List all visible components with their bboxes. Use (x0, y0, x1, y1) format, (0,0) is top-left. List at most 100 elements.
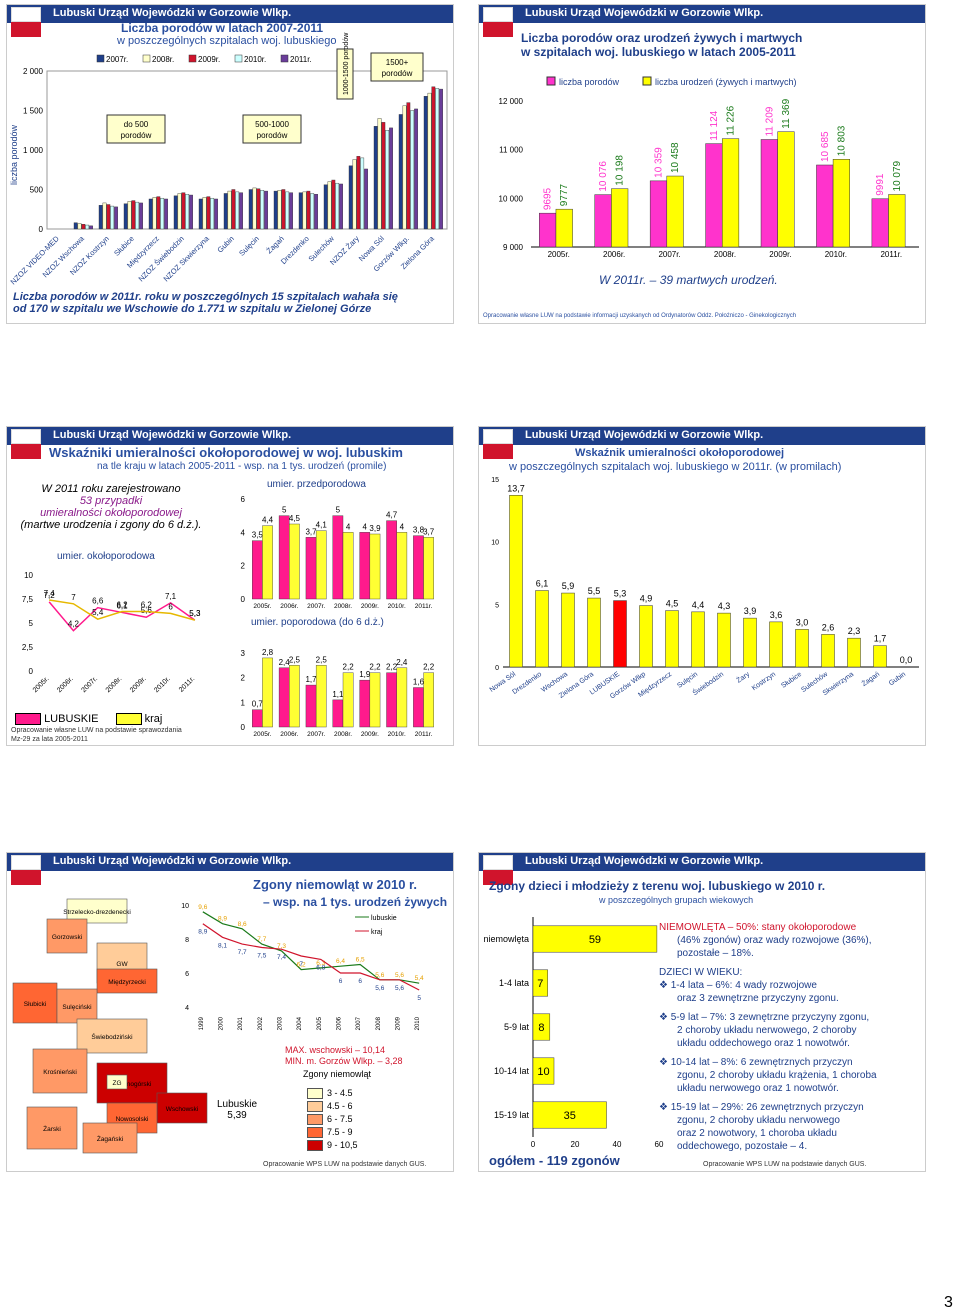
bar (306, 190, 311, 230)
bar (396, 667, 408, 728)
bar (364, 168, 368, 230)
bar (639, 605, 653, 668)
group-label: porodów (257, 131, 288, 140)
source-note: Opracowanie WPS LUW na podstawie danych … (263, 1161, 427, 1168)
series-line (202, 923, 420, 991)
data-label: 6,2 (116, 600, 128, 609)
x-tick: 2008r. (334, 603, 352, 610)
x-tick: 2010 (415, 1016, 421, 1030)
y-tick: 10 000 (499, 194, 524, 203)
y-tick: 3 (241, 649, 246, 658)
bar (342, 672, 354, 728)
exp-2: (46% zgonów) oraz wady rozwojowe (36%), (677, 935, 872, 946)
map-legend-item: 9 - 10,5 (307, 1139, 358, 1152)
bar (264, 190, 268, 230)
slide-header: Lubuski Urząd Wojewódzki w Gorzowie Wlkp… (7, 5, 453, 23)
county-label: ZG (112, 1080, 121, 1087)
bar (873, 645, 887, 668)
bar (705, 143, 723, 248)
y-tick: 4 (185, 1005, 189, 1012)
stillbirth-note: W 2011r. – 39 martwych urodzeń. (599, 273, 778, 287)
caption-line-a: Liczba porodów w 2011r. roku w poszczegó… (13, 291, 398, 303)
data-label: 3,5 (252, 531, 264, 540)
data-label: 4,9 (640, 594, 653, 604)
bar (413, 535, 424, 600)
bar (289, 665, 300, 728)
map-region (32, 1048, 88, 1094)
bar (847, 637, 861, 668)
bar (743, 617, 757, 668)
data-label: 6,1 (116, 601, 128, 610)
map-region (156, 1092, 208, 1124)
bar (439, 88, 443, 230)
data-label: 1,7 (874, 634, 887, 644)
bar (665, 610, 679, 668)
bar (315, 530, 327, 600)
x-tick: 2009 (396, 1016, 402, 1030)
flag-logo (483, 429, 513, 459)
data-label: 6,6 (92, 597, 104, 606)
bar (414, 108, 418, 230)
summary-b: 53 przypadki (79, 495, 143, 507)
bar (81, 224, 86, 230)
exp-1: NIEMOWLĘTA – 50%: stany okołoporodowe (659, 922, 857, 933)
bar (398, 114, 403, 230)
legend-label: 2011r. (290, 55, 312, 64)
bar (156, 196, 161, 230)
data-label: 4 (363, 522, 368, 531)
map-region (76, 1018, 148, 1054)
data-label: 3,9 (744, 606, 757, 616)
x-tick: 2009r. (769, 250, 791, 259)
bar (348, 165, 353, 230)
legend-label: liczba urodzeń (żywych i martwych) (655, 77, 797, 87)
x-tick: 2009r. (361, 603, 379, 610)
data-label: 8 (538, 1022, 544, 1034)
y-tick: 6 (241, 495, 246, 504)
bar (73, 222, 78, 230)
data-label: 7,4 (277, 954, 286, 961)
chart-subtitle: w poszczególnych szpitalach woj. lubuski… (117, 35, 337, 47)
legend-box: LUBUSKIE kraj (15, 713, 162, 726)
bar (131, 200, 136, 230)
x-tick: Gubin (215, 234, 236, 255)
county-label: Świebodziński (91, 1032, 132, 1041)
data-label: 2,6 (822, 622, 835, 632)
data-label: 6,1 (536, 579, 549, 589)
bar (539, 212, 557, 248)
bar (369, 672, 381, 728)
y-tick: 10 (491, 540, 499, 547)
x-tick: 2005r. (548, 250, 570, 259)
x-tick: 2011r. (415, 731, 433, 738)
data-label: 0,0 (900, 655, 913, 665)
data-label: 7,5 (257, 953, 266, 960)
county-label: Żagański (97, 1134, 123, 1143)
source-note: Opracowanie własne LUW na podstawie info… (483, 313, 797, 319)
y-tick: 15-19 lat (494, 1110, 530, 1120)
exp-11: zgonu, 2 choroby układu krążenia, 1 chor… (677, 1070, 877, 1081)
y-tick: 10-14 lat (494, 1066, 530, 1076)
max-label: MAX. wschowski – 10,14 (285, 1045, 386, 1055)
flag-logo (483, 855, 513, 885)
bar (832, 159, 850, 248)
bar (298, 192, 303, 230)
slide-header: Lubuski Urząd Wojewódzki w Gorzowie Wlkp… (479, 427, 925, 445)
bar (210, 197, 215, 230)
bar (352, 159, 357, 230)
data-label: 4,3 (718, 601, 731, 611)
x-tick: 2007r. (80, 675, 99, 694)
data-label: 1,1 (332, 690, 344, 699)
data-label: 5,6 (141, 606, 153, 615)
y-tick: 0 (39, 225, 44, 234)
bar (314, 194, 318, 230)
x-tick: 0 (531, 1140, 536, 1149)
legend-swatch (234, 54, 243, 63)
y-tick: 10 (24, 571, 33, 580)
x-tick: 2000 (219, 1016, 225, 1030)
bar (435, 88, 440, 230)
bar (289, 523, 300, 600)
map-legend-item: 4.5 - 6 (307, 1100, 358, 1113)
chart-title-a: Liczba porodów oraz urodzeń żywych i mar… (521, 31, 803, 45)
group-label: porodów (382, 69, 413, 78)
data-label: 9777 (559, 184, 570, 207)
